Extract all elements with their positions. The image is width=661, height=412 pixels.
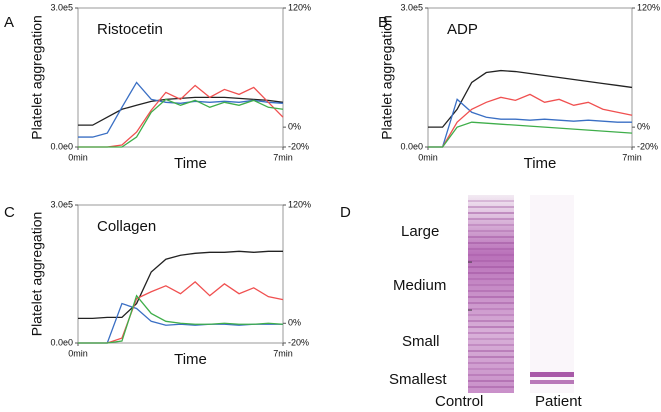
size-label: Large <box>401 223 439 240</box>
x-axis-label: Time <box>174 351 207 368</box>
control-band <box>468 368 514 370</box>
plot-frame <box>427 7 633 148</box>
patient-band <box>530 372 574 377</box>
x-axis-label: Time <box>524 155 557 172</box>
y2-tick-label: 120% <box>288 199 311 209</box>
control-band <box>468 344 514 346</box>
panel-label: A <box>4 14 14 31</box>
size-label: Smallest <box>389 371 447 388</box>
control-lane <box>468 195 514 393</box>
y2-tick-label: 0% <box>288 318 301 328</box>
series-line <box>428 69 633 128</box>
control-band <box>468 284 514 286</box>
y2-tick-label: -20% <box>637 141 658 151</box>
chart-title: Collagen <box>97 218 156 235</box>
y2-tick-label: 0% <box>637 122 650 132</box>
y-axis-label: Platelet aggregation <box>29 212 45 337</box>
y2-tick-label: 120% <box>288 2 311 12</box>
control-band <box>468 230 514 232</box>
control-band <box>468 266 514 268</box>
chart-title: Ristocetin <box>97 21 163 38</box>
panel-label: B <box>378 14 388 31</box>
series-line <box>428 121 633 148</box>
plot-frame <box>77 7 284 148</box>
y-tick-label: 3.0e5 <box>50 2 73 12</box>
series-line <box>78 84 284 148</box>
series-line <box>428 93 633 148</box>
y-tick-label: 0.0e0 <box>50 337 73 347</box>
control-band <box>468 272 514 274</box>
control-band <box>468 350 514 352</box>
control-band <box>468 374 514 376</box>
control-band <box>468 206 514 208</box>
panel-label: C <box>4 204 15 221</box>
x-tick-label: 7min <box>273 152 293 162</box>
series-line <box>78 250 283 320</box>
control-band <box>468 200 514 202</box>
y2-tick-label: 120% <box>637 2 660 12</box>
y2-tick-label: -20% <box>288 141 309 151</box>
plot-frame <box>77 204 284 344</box>
control-band <box>468 296 514 298</box>
control-band <box>468 380 514 382</box>
x-axis-label: Time <box>174 155 207 172</box>
control-band <box>468 260 514 262</box>
control-band <box>468 362 514 364</box>
control-band <box>468 308 514 310</box>
patient-band <box>530 380 574 384</box>
control-band <box>468 212 514 214</box>
control-band <box>468 290 514 292</box>
y2-tick-label: -20% <box>288 337 309 347</box>
control-band <box>468 332 514 334</box>
x-tick-label: 0min <box>68 152 88 162</box>
chart-title: ADP <box>447 21 478 38</box>
x-tick-label: 7min <box>622 152 642 162</box>
series-line <box>78 96 284 126</box>
control-band <box>468 326 514 328</box>
lane-label: Control <box>435 393 483 410</box>
y-tick-label: 0.0e0 <box>400 141 423 151</box>
size-label: Small <box>402 333 440 350</box>
control-band <box>468 254 514 256</box>
control-band <box>468 224 514 226</box>
patient-lane <box>530 195 574 393</box>
y-tick-label: 0.0e0 <box>50 141 73 151</box>
y2-tick-label: 0% <box>288 122 301 132</box>
y-axis-label: Platelet aggregation <box>29 15 45 140</box>
control-band <box>468 386 514 388</box>
series-line <box>78 81 284 138</box>
control-band <box>468 314 514 316</box>
series-line <box>428 98 632 148</box>
control-band <box>468 218 514 220</box>
series-line <box>78 294 284 344</box>
y-axis-label: Platelet aggregation <box>379 15 395 140</box>
control-band <box>468 320 514 322</box>
x-tick-label: 7min <box>273 348 293 358</box>
control-band <box>468 242 514 244</box>
control-band <box>468 278 514 280</box>
control-band <box>468 248 514 250</box>
y-tick-label: 3.0e5 <box>400 2 423 12</box>
x-tick-label: 0min <box>68 348 88 358</box>
control-band <box>468 338 514 340</box>
y-tick-label: 3.0e5 <box>50 199 73 209</box>
lane-label: Patient <box>535 393 583 410</box>
panel-label: D <box>340 204 351 221</box>
control-band <box>468 236 514 238</box>
series-line <box>78 98 284 148</box>
control-band <box>468 302 514 304</box>
control-band <box>468 356 514 358</box>
series-line <box>78 281 284 344</box>
x-tick-label: 0min <box>418 152 438 162</box>
size-label: Medium <box>393 277 446 294</box>
gel-image <box>468 195 574 393</box>
